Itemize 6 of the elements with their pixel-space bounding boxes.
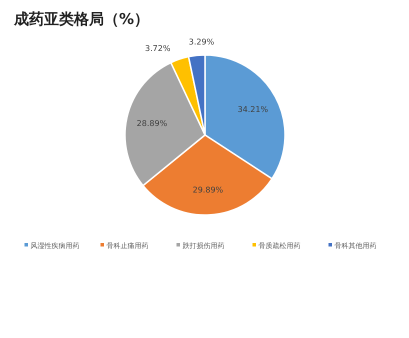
data-label: 3.29%	[188, 37, 215, 46]
data-label: 3.72%	[145, 44, 171, 53]
data-label: 34.21%	[238, 105, 268, 114]
chart-title: 成药亚类格局（%）	[13, 10, 150, 28]
data-label: 29.89%	[192, 185, 224, 194]
data-label: 28.89%	[136, 118, 168, 128]
